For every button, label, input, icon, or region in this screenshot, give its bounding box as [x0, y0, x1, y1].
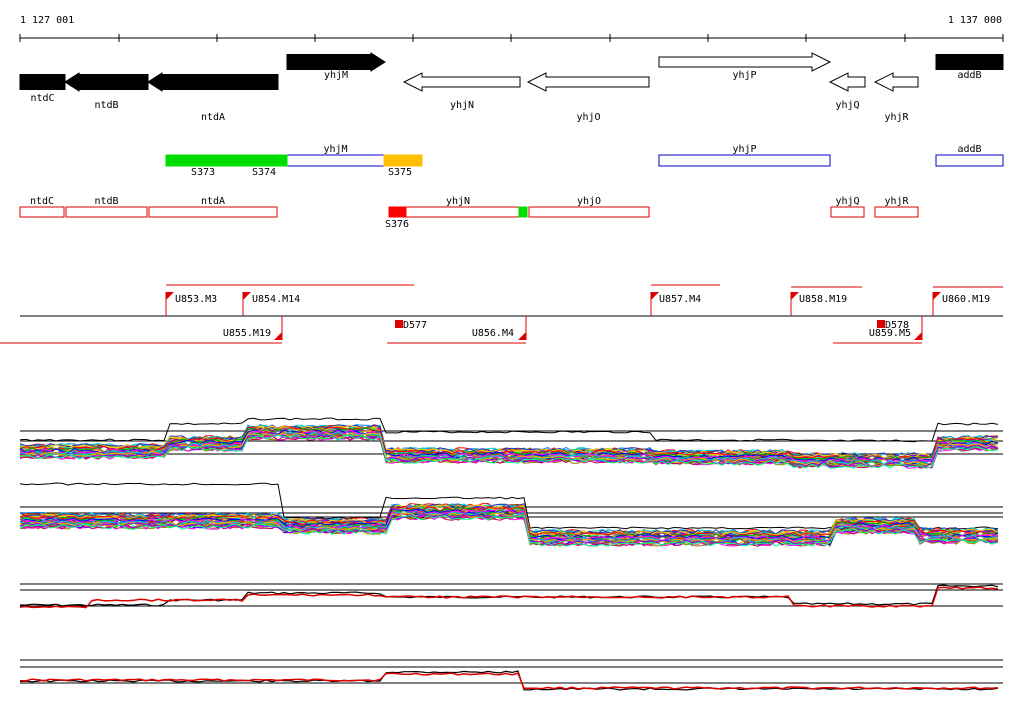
gene-label-ntdA: ntdA — [201, 112, 225, 123]
panel1-trace-black — [19, 417, 999, 443]
upstream-flag-U855.M19 — [274, 332, 282, 340]
gene-arrow-yhjP — [658, 52, 832, 72]
panel2-trace — [19, 512, 999, 545]
minus-gene-label-yhjO: yhjO — [577, 196, 601, 207]
minus-gene-label-ntdB: ntdB — [94, 196, 118, 207]
plus-strand-track: yhjM yhjP addB S373 S374 S375 — [165, 144, 1004, 178]
upstream-flag-U858.M19 — [791, 292, 799, 300]
gene-arrow-yhjQ — [828, 72, 866, 92]
segment-label-S373: S373 — [191, 167, 215, 178]
minus-gene-label-yhjR: yhjR — [884, 196, 909, 207]
segment-S375 — [383, 154, 423, 167]
upstream-flag-U857.M4 — [651, 292, 659, 300]
panel3-trace-red — [19, 586, 999, 609]
marker-D577 — [395, 320, 403, 328]
minus-gene-box-ntdC — [19, 206, 65, 218]
gene-label-yhjQ: yhjQ — [835, 100, 859, 111]
segment-S373 — [165, 154, 247, 167]
expression-signal-panels — [19, 417, 1003, 691]
segment-unlabeled — [518, 206, 528, 218]
gene-arrow-track: ntdC ntdB ntdA yhjM yhjN yhjO yhjP yhjQ yhjR addB — [19, 52, 1004, 123]
upstream-flag-U859.M5 — [914, 332, 922, 340]
upstream-label-U859.M5: U859.M5 — [869, 328, 911, 339]
segment-label-S376: S376 — [385, 219, 409, 230]
marker-label-D578: D578 — [885, 320, 909, 331]
gene-label-ntdB: ntdB — [94, 100, 118, 111]
gene-arrow-yhjM — [286, 52, 386, 72]
gene-arrow-yhjN — [402, 72, 521, 92]
panel1-trace — [19, 434, 999, 469]
gene-arrow-ntdA — [147, 72, 279, 92]
segment-S376 — [388, 206, 407, 218]
panel3-trace-black — [19, 584, 999, 607]
upstream-label-U858.M19: U858.M19 — [799, 294, 847, 305]
plus-gene-label-yhjP: yhjP — [732, 144, 756, 155]
segment-S374 — [245, 154, 288, 167]
panel2-trace — [19, 514, 999, 547]
gene-label-ntdC: ntdC — [30, 93, 54, 104]
upstream-label-U856.M4: U856.M4 — [472, 328, 514, 339]
gene-label-yhjP: yhjP — [732, 70, 756, 81]
ruler-start-label: 1 127 001 — [20, 15, 74, 26]
minus-gene-label-ntdA: ntdA — [201, 196, 225, 207]
plus-gene-label-yhjM: yhjM — [323, 144, 347, 155]
minus-gene-label-ntdC: ntdC — [30, 196, 54, 207]
upstream-label-U854.M14: U854.M14 — [252, 294, 300, 305]
ruler-end-label: 1 137 000 — [948, 15, 1002, 26]
upstream-label-U853.M3: U853.M3 — [175, 294, 217, 305]
gene-label-yhjM: yhjM — [324, 70, 348, 81]
panel4-trace-red — [20, 672, 999, 690]
segment-label-S375: S375 — [388, 167, 412, 178]
minus-gene-box-yhjN — [388, 206, 528, 218]
upstream-label-U857.M4: U857.M4 — [659, 294, 701, 305]
upstream-flag-U856.M4 — [518, 332, 526, 340]
upstream-region-track: U853.M3 U854.M14 U857.M4 U858.M19 U860.M19 U8… — [0, 284, 1003, 344]
plus-gene-box-yhjP — [658, 154, 831, 167]
plus-gene-box-addB — [935, 154, 1004, 167]
gene-arrow-addB — [935, 54, 1004, 70]
gene-arrow-yhjO — [526, 72, 650, 92]
upstream-label-U855.M19: U855.M19 — [223, 328, 271, 339]
position-ruler: 1 127 001 1 137 000 — [19, 15, 1004, 42]
segment-label-S374: S374 — [252, 167, 276, 178]
gene-arrow-yhjR — [873, 72, 919, 92]
panel4-trace-black — [19, 670, 999, 691]
upstream-flag-U853.M3 — [166, 292, 174, 300]
panel1-trace — [20, 433, 999, 468]
upstream-flag-U860.M19 — [933, 292, 941, 300]
plus-gene-box-yhjM — [286, 154, 385, 167]
panel1-trace — [19, 424, 999, 458]
plus-gene-label-addB: addB — [957, 144, 981, 155]
gene-label-yhjN: yhjN — [450, 100, 474, 111]
minus-gene-label-yhjQ: yhjQ — [835, 196, 859, 207]
gene-label-addB: addB — [957, 70, 981, 81]
minus-gene-box-yhjO — [528, 206, 650, 218]
minus-gene-box-ntdB — [65, 206, 148, 218]
gene-arrow-ntdC — [19, 74, 66, 90]
gene-label-yhjR: yhjR — [884, 112, 909, 123]
upstream-flag-U854.M14 — [243, 292, 251, 300]
minus-gene-box-yhjR — [874, 206, 919, 218]
panel2-trace — [19, 509, 999, 542]
minus-gene-box-ntdA — [148, 206, 278, 218]
upstream-label-U860.M19: U860.M19 — [942, 294, 990, 305]
minus-gene-label-yhjN: yhjN — [446, 196, 470, 207]
gene-label-yhjO: yhjO — [576, 112, 600, 123]
marker-D578 — [877, 320, 885, 328]
gene-arrow-ntdB — [64, 72, 149, 92]
minus-strand-track: ntdC ntdB ntdA yhjN yhjO yhjQ yhjR S376 — [19, 196, 919, 230]
marker-label-D577: D577 — [403, 320, 427, 331]
minus-gene-box-yhjQ — [830, 206, 865, 218]
